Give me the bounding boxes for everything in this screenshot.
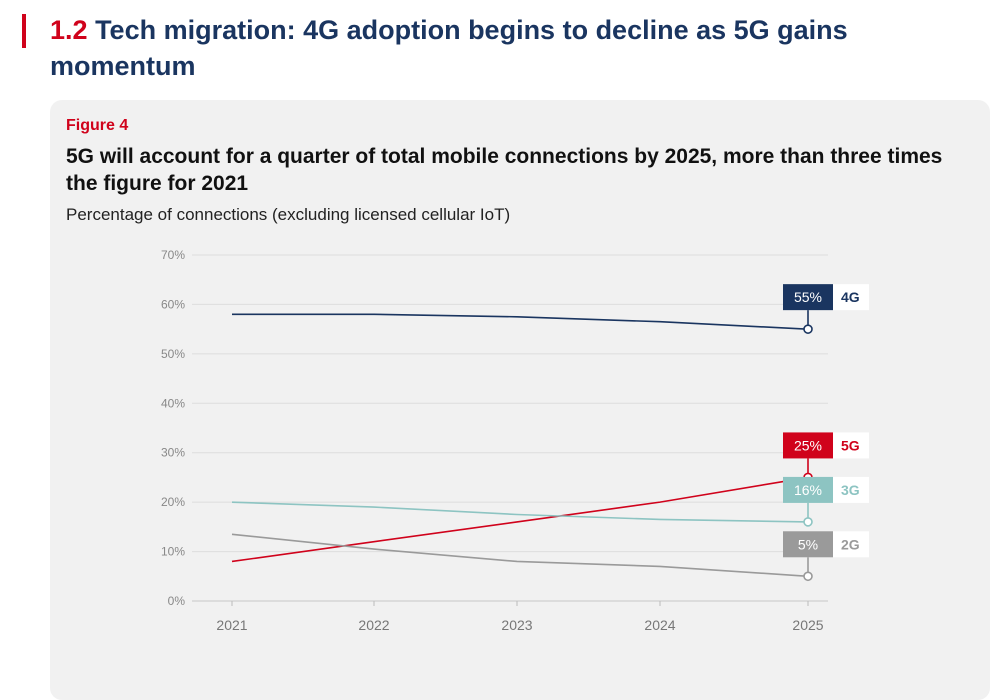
- series-name-label-3g: 3G: [841, 482, 860, 498]
- y-tick-label: 0%: [168, 594, 186, 608]
- series-value-box-2g: [783, 531, 833, 558]
- section-title: Tech migration: 4G adoption begins to de…: [50, 15, 848, 81]
- series-value-label-3g: 16%: [794, 482, 822, 498]
- x-tick-label: 2025: [792, 617, 823, 633]
- section-number: 1.2: [50, 15, 88, 45]
- series-value-label-4g: 55%: [794, 289, 822, 305]
- series-value-box-5g: [783, 432, 833, 459]
- series-name-box-5g: [833, 432, 869, 459]
- series-value-box-3g: [783, 476, 833, 503]
- figure-subtitle: Percentage of connections (excluding lic…: [66, 205, 511, 224]
- series-line-2g: [231, 533, 809, 578]
- series-name-box-2g: [833, 531, 869, 558]
- series-line-3g: [231, 501, 809, 523]
- y-tick-label: 10%: [161, 545, 185, 559]
- series-name-label-4g: 4G: [841, 289, 860, 305]
- y-tick-label: 60%: [161, 297, 185, 311]
- section-accent-bar: [22, 14, 26, 48]
- x-tick-label: 2023: [501, 617, 532, 633]
- series-endpoint-4g: [803, 324, 813, 334]
- series-line-4g: [232, 313, 809, 330]
- series-value-label-2g: 5%: [798, 536, 818, 552]
- y-tick-label: 20%: [161, 495, 185, 509]
- x-tick-label: 2024: [644, 617, 675, 633]
- figure-title: 5G will account for a quarter of total m…: [66, 145, 943, 195]
- y-tick-label: 50%: [161, 347, 185, 361]
- line-chart: 0% 10% 20% 30% 40% 50% 60% 70% 2021 2022 2023 2024 2…: [161, 248, 869, 633]
- x-tick-label: 2022: [358, 617, 389, 633]
- series-name-box-4g: [833, 284, 869, 311]
- figure-label: Figure 4: [66, 117, 129, 134]
- y-tick-label: 40%: [161, 396, 185, 410]
- series-name-label-5g: 5G: [841, 437, 860, 453]
- series-endpoint-2g: [803, 571, 813, 582]
- series-name-box-3g: [833, 476, 869, 503]
- y-tick-label: 30%: [161, 446, 185, 460]
- y-tick-label: 70%: [161, 248, 185, 262]
- x-tick-label: 2021: [216, 617, 247, 633]
- series-line-5g: [231, 476, 809, 563]
- figure-panel: [50, 100, 990, 700]
- series-value-label-5g: 25%: [794, 437, 822, 453]
- series-value-box-4g: [783, 284, 833, 311]
- series-name-label-2g: 2G: [841, 536, 860, 552]
- section-heading: 1.2 Tech migration: 4G adoption begins t…: [50, 12, 950, 84]
- series-endpoint-3g: [803, 517, 813, 527]
